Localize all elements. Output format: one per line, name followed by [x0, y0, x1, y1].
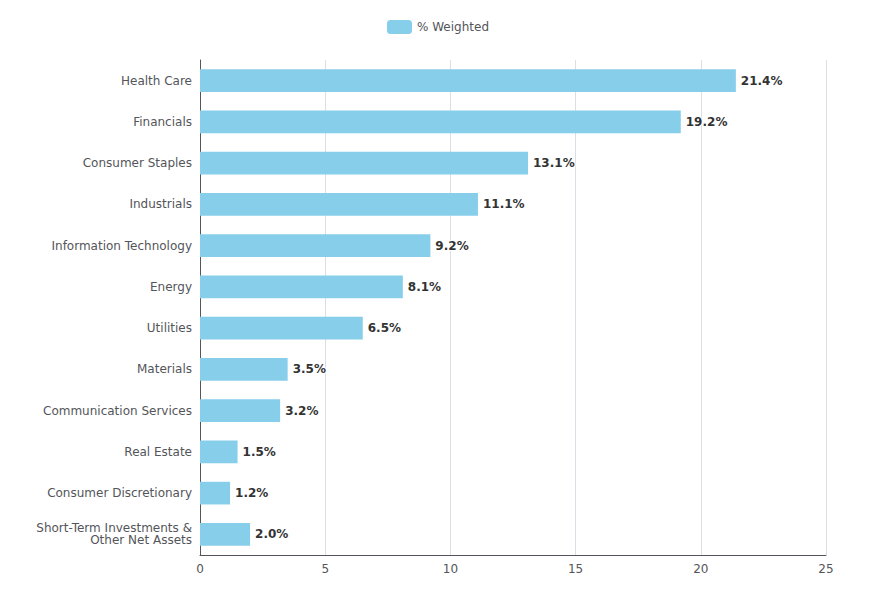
svg-text:Short-Term Investments &: Short-Term Investments & — [36, 521, 192, 536]
svg-text:Communication Services: Communication Services — [43, 404, 192, 418]
svg-text:Energy: Energy — [150, 280, 192, 294]
svg-text:6.5%: 6.5% — [368, 321, 401, 335]
svg-text:Materials: Materials — [137, 362, 192, 376]
svg-text:20: 20 — [693, 562, 708, 576]
svg-text:Information Technology: Information Technology — [52, 239, 193, 253]
svg-text:Utilities: Utilities — [147, 321, 192, 335]
svg-text:Financials: Financials — [133, 115, 192, 129]
svg-text:10: 10 — [443, 562, 458, 576]
svg-text:21.4%: 21.4% — [741, 74, 783, 88]
svg-text:Health Care: Health Care — [121, 74, 192, 88]
svg-text:8.1%: 8.1% — [408, 280, 441, 294]
svg-text:Consumer Staples: Consumer Staples — [83, 156, 192, 170]
svg-text:5: 5 — [321, 562, 329, 576]
svg-text:0: 0 — [196, 562, 204, 576]
svg-text:15: 15 — [568, 562, 583, 576]
svg-text:Consumer Discretionary: Consumer Discretionary — [47, 486, 192, 500]
svg-text:2.0%: 2.0% — [255, 527, 288, 541]
svg-text:1.5%: 1.5% — [243, 445, 276, 459]
svg-text:25: 25 — [818, 562, 833, 576]
svg-text:19.2%: 19.2% — [686, 115, 728, 129]
svg-text:Other Net Assets: Other Net Assets — [90, 533, 192, 547]
svg-text:3.5%: 3.5% — [293, 362, 326, 376]
svg-text:11.1%: 11.1% — [483, 197, 525, 211]
svg-text:% Weighted: % Weighted — [417, 20, 489, 34]
svg-text:3.2%: 3.2% — [285, 404, 318, 418]
svg-text:Industrials: Industrials — [129, 197, 192, 211]
svg-text:13.1%: 13.1% — [533, 156, 575, 170]
svg-text:Real Estate: Real Estate — [124, 445, 192, 459]
svg-text:1.2%: 1.2% — [235, 486, 268, 500]
svg-text:9.2%: 9.2% — [435, 239, 468, 253]
